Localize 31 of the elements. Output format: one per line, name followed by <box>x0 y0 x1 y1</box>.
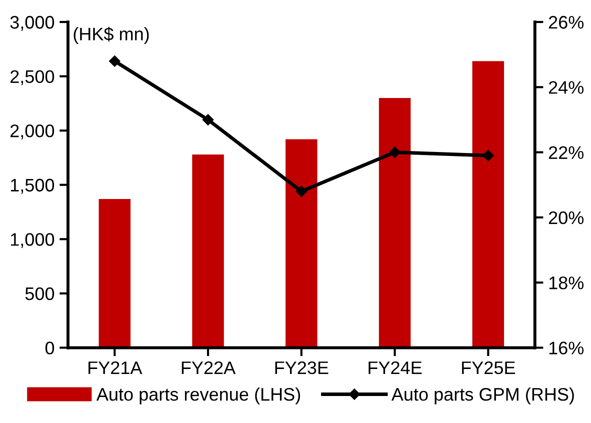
y2-tick-label: 18% <box>549 276 584 290</box>
y2-tick-label: 24% <box>548 81 584 94</box>
x-tick-label: FY21A <box>88 361 142 374</box>
x-tick-label: FY22A <box>182 361 236 374</box>
x-tick-label: FY25E <box>462 361 515 374</box>
bar <box>98 198 131 348</box>
bar <box>378 98 411 348</box>
x-tick-label: FY24E <box>368 361 422 374</box>
y2-tick-label: 16% <box>549 342 584 354</box>
x-tick-label: FY23E <box>275 361 328 374</box>
y-tick-label: 0 <box>45 342 54 354</box>
annotation: (HK$ mn) <box>74 26 149 44</box>
point <box>482 150 494 162</box>
y-tick-label: 1,000 <box>10 233 54 248</box>
y2-tick-label: 22% <box>548 146 584 159</box>
y2-tick-label: 20% <box>548 211 584 224</box>
y-tick-label: 500 <box>25 287 54 300</box>
point <box>109 55 120 67</box>
bar <box>472 61 504 348</box>
point <box>389 146 400 158</box>
y-tick-label: 2,500 <box>10 70 54 86</box>
legend-label: Auto parts revenue (LHS) <box>96 388 300 404</box>
y2-tick-label: 26% <box>548 16 584 29</box>
y-tick-label: 2,000 <box>10 124 54 140</box>
legend-label: Auto parts GPM (RHS) <box>391 388 574 404</box>
point <box>296 186 308 197</box>
y-tick-label: 1,500 <box>10 178 54 194</box>
point <box>202 114 214 126</box>
bar <box>286 139 318 348</box>
bar <box>192 154 224 348</box>
y-tick-label: 3,000 <box>10 16 54 31</box>
